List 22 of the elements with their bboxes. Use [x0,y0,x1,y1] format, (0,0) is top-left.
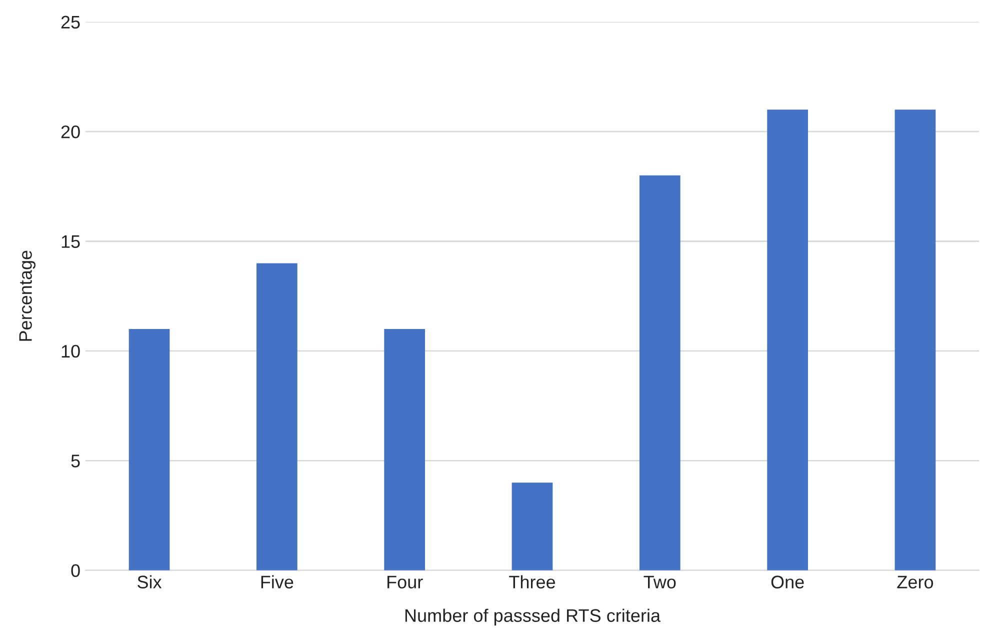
y-tick-label: 25 [61,16,80,29]
x-tick-label: Three [509,575,556,588]
y-tick-label: 5 [71,454,80,468]
bar [384,329,426,570]
y-axis-title: Percentage [19,250,36,341]
x-tick-label: Four [388,576,423,588]
bar [128,329,170,570]
x-tick-label: Zero [897,576,934,588]
y-tick-label: 15 [62,235,80,248]
x-axis-title: Number of passsed RTS criteria [405,608,661,626]
y-tick-label: 20 [61,125,80,138]
y-tick-label: 0 [71,564,80,578]
y-tick-label: 10 [62,344,80,358]
x-tick-label: One [771,576,804,588]
x-tick-label: Six [138,575,162,588]
bar [256,263,298,570]
bar [512,482,553,570]
bar [767,110,808,570]
bar [639,175,680,570]
x-tick-label: Five [261,575,294,588]
x-tick-label: Two [644,576,676,588]
bar [894,110,936,570]
